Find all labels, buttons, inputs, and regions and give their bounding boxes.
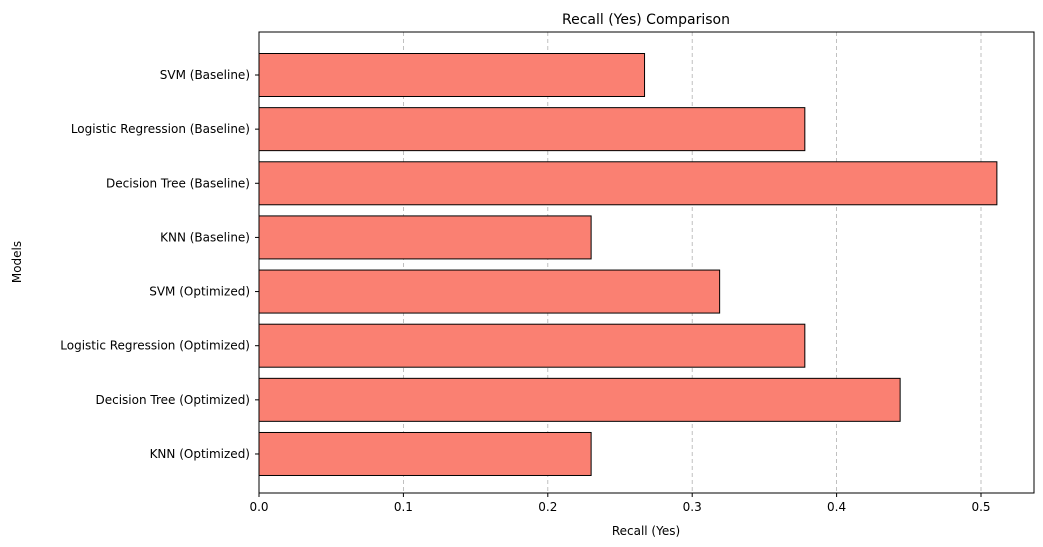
y-tick-label: Decision Tree (Baseline) [106, 176, 250, 190]
x-tick-label: 0.3 [683, 500, 702, 514]
bar [258, 107, 806, 152]
y-tick-label: KNN (Optimized) [150, 447, 250, 461]
bar [258, 215, 592, 260]
y-tick-label: Decision Tree (Optimized) [95, 393, 250, 407]
x-tick-label: 0.4 [827, 500, 846, 514]
y-tick-label: SVM (Optimized) [149, 285, 250, 299]
bar [258, 53, 646, 97]
y-axis-label: Models [10, 241, 24, 283]
y-tick-label: Logistic Regression (Baseline) [71, 122, 250, 136]
bar [258, 431, 592, 476]
x-gridlines [402, 32, 982, 493]
y-ticks: SVM (Baseline) Logistic Regression (Basel… [60, 68, 259, 461]
chart-title: Recall (Yes) Comparison [562, 12, 730, 28]
x-ticks: 0.0 0.1 0.2 0.3 0.4 0.5 [249, 493, 991, 514]
bars [258, 53, 998, 476]
x-tick-label: 0.0 [249, 500, 268, 514]
y-tick-label: KNN (Baseline) [160, 230, 250, 244]
x-tick-label: 0.1 [394, 500, 413, 514]
x-tick-label: 0.2 [538, 500, 557, 514]
plot-frame [258, 31, 1035, 494]
y-tick-label: Logistic Regression (Optimized) [60, 339, 250, 353]
bar [258, 323, 806, 368]
bar [258, 161, 998, 206]
bar [258, 269, 721, 314]
y-tick-label: SVM (Baseline) [160, 68, 250, 82]
x-axis-label: Recall (Yes) [612, 524, 680, 538]
bar [258, 377, 901, 422]
x-tick-label: 0.5 [971, 500, 990, 514]
